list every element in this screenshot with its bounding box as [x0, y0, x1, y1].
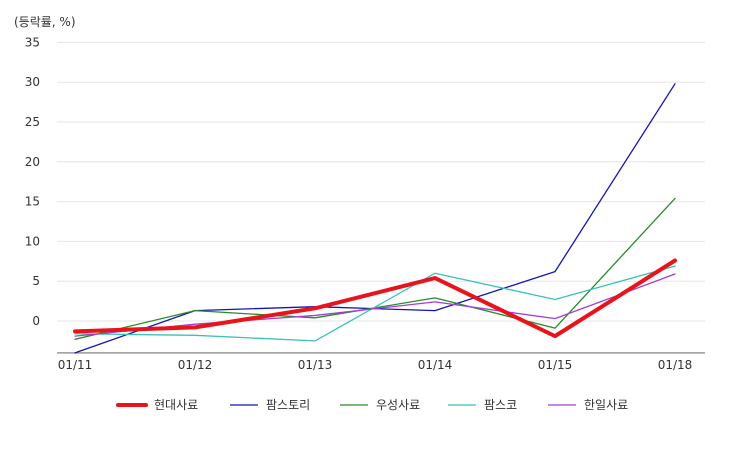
legend-label: 우성사료	[376, 398, 420, 412]
series-lines	[73, 83, 677, 354]
series-line	[74, 265, 676, 342]
series-line	[74, 197, 676, 340]
grid	[57, 41, 705, 322]
y-tick-label: 15	[25, 195, 40, 209]
legend: 현대사료 팜스토리 우성사료 팜스코 한일사료	[116, 398, 628, 412]
x-tick-label: 01/12	[178, 358, 213, 372]
x-tick-label: 01/14	[418, 358, 453, 372]
legend-label: 한일사료	[584, 398, 628, 412]
y-unit-label: (등락률, %)	[14, 15, 76, 29]
x-tick-label: 01/15	[538, 358, 573, 372]
y-tick-label: 25	[25, 115, 40, 129]
y-axis-ticks: 0 5 10 15 20 25 30 35	[25, 35, 40, 328]
x-tick-label: 01/18	[658, 358, 693, 372]
y-tick-label: 0	[32, 314, 40, 328]
legend-label: 현대사료	[154, 398, 198, 412]
y-tick-label: 35	[25, 35, 40, 49]
x-tick-label: 01/11	[58, 358, 93, 372]
y-tick-label: 20	[25, 155, 40, 169]
series-line	[73, 258, 677, 339]
y-tick-label: 10	[25, 234, 40, 248]
y-tick-label: 5	[32, 274, 40, 288]
x-axis-ticks: 01/11 01/12 01/13 01/14 01/15 01/18	[58, 358, 693, 372]
legend-label: 팜스코	[484, 398, 517, 412]
y-tick-label: 30	[25, 75, 40, 89]
x-tick-label: 01/13	[298, 358, 333, 372]
series-line	[74, 83, 676, 354]
legend-label: 팜스토리	[266, 398, 310, 412]
